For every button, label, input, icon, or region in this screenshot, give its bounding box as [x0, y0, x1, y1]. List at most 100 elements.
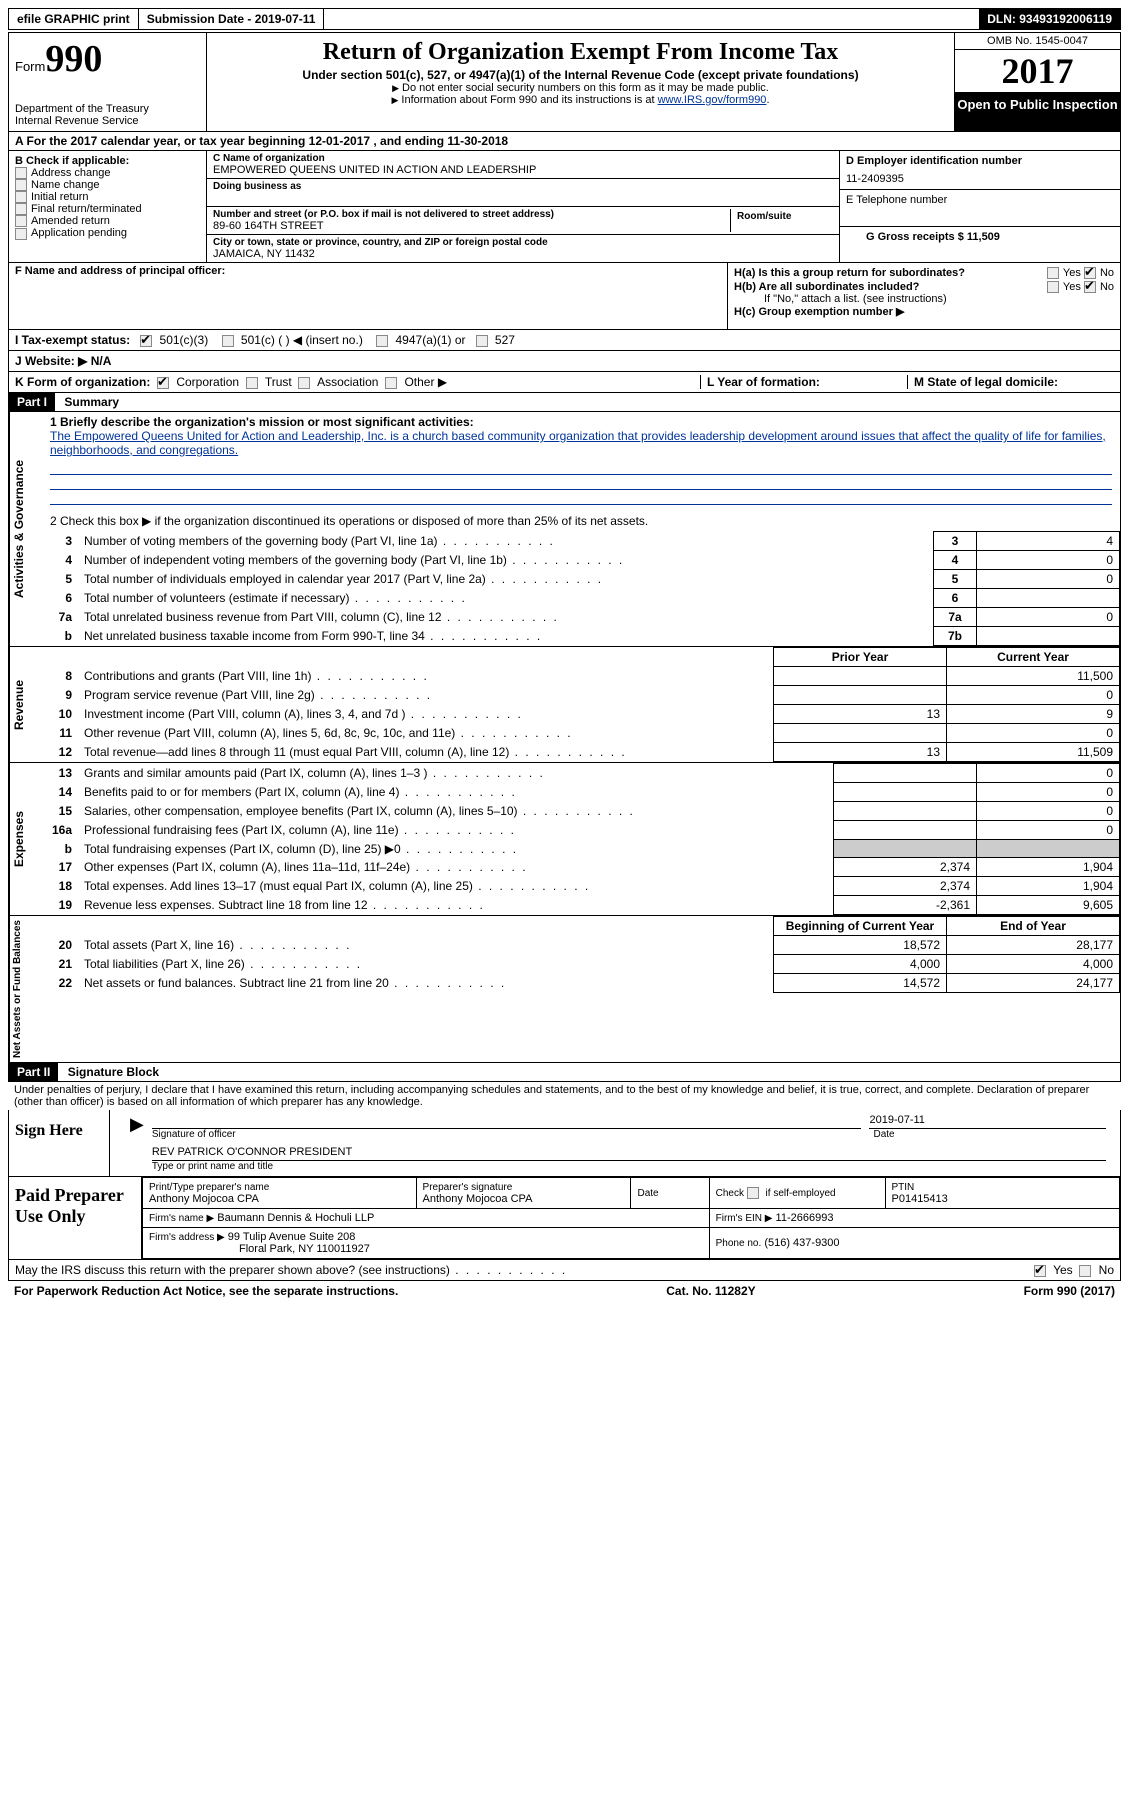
- opt-trust: Trust: [265, 375, 292, 389]
- officer-name-label: Type or print name and title: [152, 1161, 1114, 1172]
- cb-hb-no[interactable]: [1084, 281, 1096, 293]
- line-num: 13: [42, 764, 78, 783]
- form-subtitle: Under section 501(c), 527, or 4947(a)(1)…: [217, 68, 944, 82]
- cb-527[interactable]: [476, 335, 488, 347]
- sign-here-label: Sign Here: [9, 1110, 110, 1176]
- part1-title: Summary: [64, 395, 119, 409]
- cb-association[interactable]: [298, 377, 310, 389]
- line-num: 8: [42, 667, 78, 686]
- org-name-label: C Name of organization: [213, 153, 833, 164]
- line-num: 21: [42, 955, 78, 974]
- line-desc: Investment income (Part VIII, column (A)…: [78, 705, 774, 724]
- current-value: 0: [947, 686, 1120, 705]
- part2-title: Signature Block: [68, 1065, 159, 1079]
- gross-receipts: G Gross receipts $ 11,509: [846, 231, 1114, 243]
- header-right: OMB No. 1545-0047 2017 Open to Public In…: [954, 33, 1120, 131]
- cb-corporation[interactable]: [157, 377, 169, 389]
- officer-name-value: REV PATRICK O'CONNOR PRESIDENT: [152, 1146, 1106, 1161]
- current-value: 24,177: [947, 974, 1120, 993]
- cb-final-return[interactable]: [15, 203, 27, 215]
- current-value: 0: [977, 764, 1120, 783]
- cb-501c3[interactable]: [140, 335, 152, 347]
- hb-no: No: [1100, 281, 1114, 293]
- line-code: 3: [934, 532, 977, 551]
- opt-corporation: Corporation: [176, 375, 239, 389]
- cb-hb-yes[interactable]: [1047, 281, 1059, 293]
- efile-print-label[interactable]: efile GRAPHIC print: [9, 9, 139, 29]
- revenue-table: Prior YearCurrent Year 8 Contributions a…: [42, 647, 1120, 762]
- prior-value: [774, 686, 947, 705]
- line-value: [977, 589, 1120, 608]
- cb-initial-return[interactable]: [15, 191, 27, 203]
- hb-note: If "No," attach a list. (see instruction…: [734, 293, 1114, 305]
- cb-trust[interactable]: [246, 377, 258, 389]
- line-num: 11: [42, 724, 78, 743]
- cb-application-pending[interactable]: [15, 228, 27, 240]
- firm-name: Baumann Dennis & Hochuli LLP: [217, 1212, 374, 1224]
- line-value: 0: [977, 608, 1120, 627]
- opt-4947: 4947(a)(1) or: [396, 333, 466, 347]
- line-desc: Total revenue—add lines 8 through 11 (mu…: [78, 743, 774, 762]
- prior-value: [774, 667, 947, 686]
- phone-label: E Telephone number: [846, 194, 1114, 206]
- part1-header-row: Part I Summary: [8, 393, 1121, 412]
- lbl-amended-return: Amended return: [31, 215, 110, 227]
- part2-header-row: Part II Signature Block: [8, 1063, 1121, 1082]
- current-value: 9,605: [977, 896, 1120, 915]
- revenue-section: Revenue Prior YearCurrent Year 8 Contrib…: [8, 647, 1121, 763]
- ein-label: D Employer identification number: [846, 155, 1114, 167]
- irs-link[interactable]: www.IRS.gov/form990: [658, 94, 767, 106]
- sig-officer-label: Signature of officer: [152, 1129, 874, 1140]
- cb-address-change[interactable]: [15, 167, 27, 179]
- klm-row: K Form of organization: Corporation Trus…: [8, 372, 1121, 393]
- cb-discuss-no[interactable]: [1079, 1265, 1091, 1277]
- cb-4947[interactable]: [376, 335, 388, 347]
- prep-name: Anthony Mojocoa CPA: [149, 1193, 259, 1205]
- cell-gray: [834, 840, 977, 858]
- header-mid: Return of Organization Exempt From Incom…: [207, 33, 954, 131]
- line-num: 4: [42, 551, 78, 570]
- hb-label: H(b) Are all subordinates included?: [734, 281, 919, 293]
- footer: For Paperwork Reduction Act Notice, see …: [8, 1281, 1121, 1301]
- prep-name-lbl: Print/Type preparer's name: [149, 1182, 269, 1193]
- net-assets-section: Net Assets or Fund Balances Beginning of…: [8, 916, 1121, 1063]
- cb-ha-yes[interactable]: [1047, 267, 1059, 279]
- line-num: 22: [42, 974, 78, 993]
- cb-501c[interactable]: [222, 335, 234, 347]
- cb-discuss-yes[interactable]: [1034, 1265, 1046, 1277]
- cb-other[interactable]: [385, 377, 397, 389]
- col-b-header: B Check if applicable:: [15, 155, 200, 167]
- line-desc: Grants and similar amounts paid (Part IX…: [78, 764, 834, 783]
- line-desc: Contributions and grants (Part VIII, lin…: [78, 667, 774, 686]
- cb-name-change[interactable]: [15, 179, 27, 191]
- line-desc: Revenue less expenses. Subtract line 18 …: [78, 896, 834, 915]
- firm-name-lbl: Firm's name ▶: [149, 1213, 214, 1224]
- k-label: K Form of organization:: [15, 375, 150, 389]
- current-value: 11,500: [947, 667, 1120, 686]
- line-desc: Professional fundraising fees (Part IX, …: [78, 821, 834, 840]
- line-desc: Total expenses. Add lines 13–17 (must eq…: [78, 877, 834, 896]
- cb-amended-return[interactable]: [15, 215, 27, 227]
- line-num: b: [42, 840, 78, 858]
- prior-value: 13: [774, 743, 947, 762]
- line-value: 4: [977, 532, 1120, 551]
- prep-date-lbl: Date: [637, 1188, 658, 1199]
- prior-value: [774, 724, 947, 743]
- firm-ein: 11-2666993: [776, 1212, 834, 1224]
- current-value: 4,000: [947, 955, 1120, 974]
- side-activities: Activities & Governance: [9, 412, 42, 646]
- ha-yes: Yes: [1063, 267, 1081, 279]
- line-num: 9: [42, 686, 78, 705]
- line-num: 16a: [42, 821, 78, 840]
- lbl-name-change: Name change: [31, 179, 100, 191]
- line-value: 0: [977, 551, 1120, 570]
- cb-self-employed[interactable]: [747, 1187, 759, 1199]
- line-desc: Benefits paid to or for members (Part IX…: [78, 783, 834, 802]
- opt-other: Other ▶: [404, 375, 447, 389]
- governance-table: 3 Number of voting members of the govern…: [42, 531, 1120, 646]
- top-bar: efile GRAPHIC print Submission Date - 20…: [8, 8, 1121, 30]
- line-num: 5: [42, 570, 78, 589]
- line-desc: Total number of individuals employed in …: [78, 570, 934, 589]
- prior-value: 4,000: [774, 955, 947, 974]
- line-code: 7b: [934, 627, 977, 646]
